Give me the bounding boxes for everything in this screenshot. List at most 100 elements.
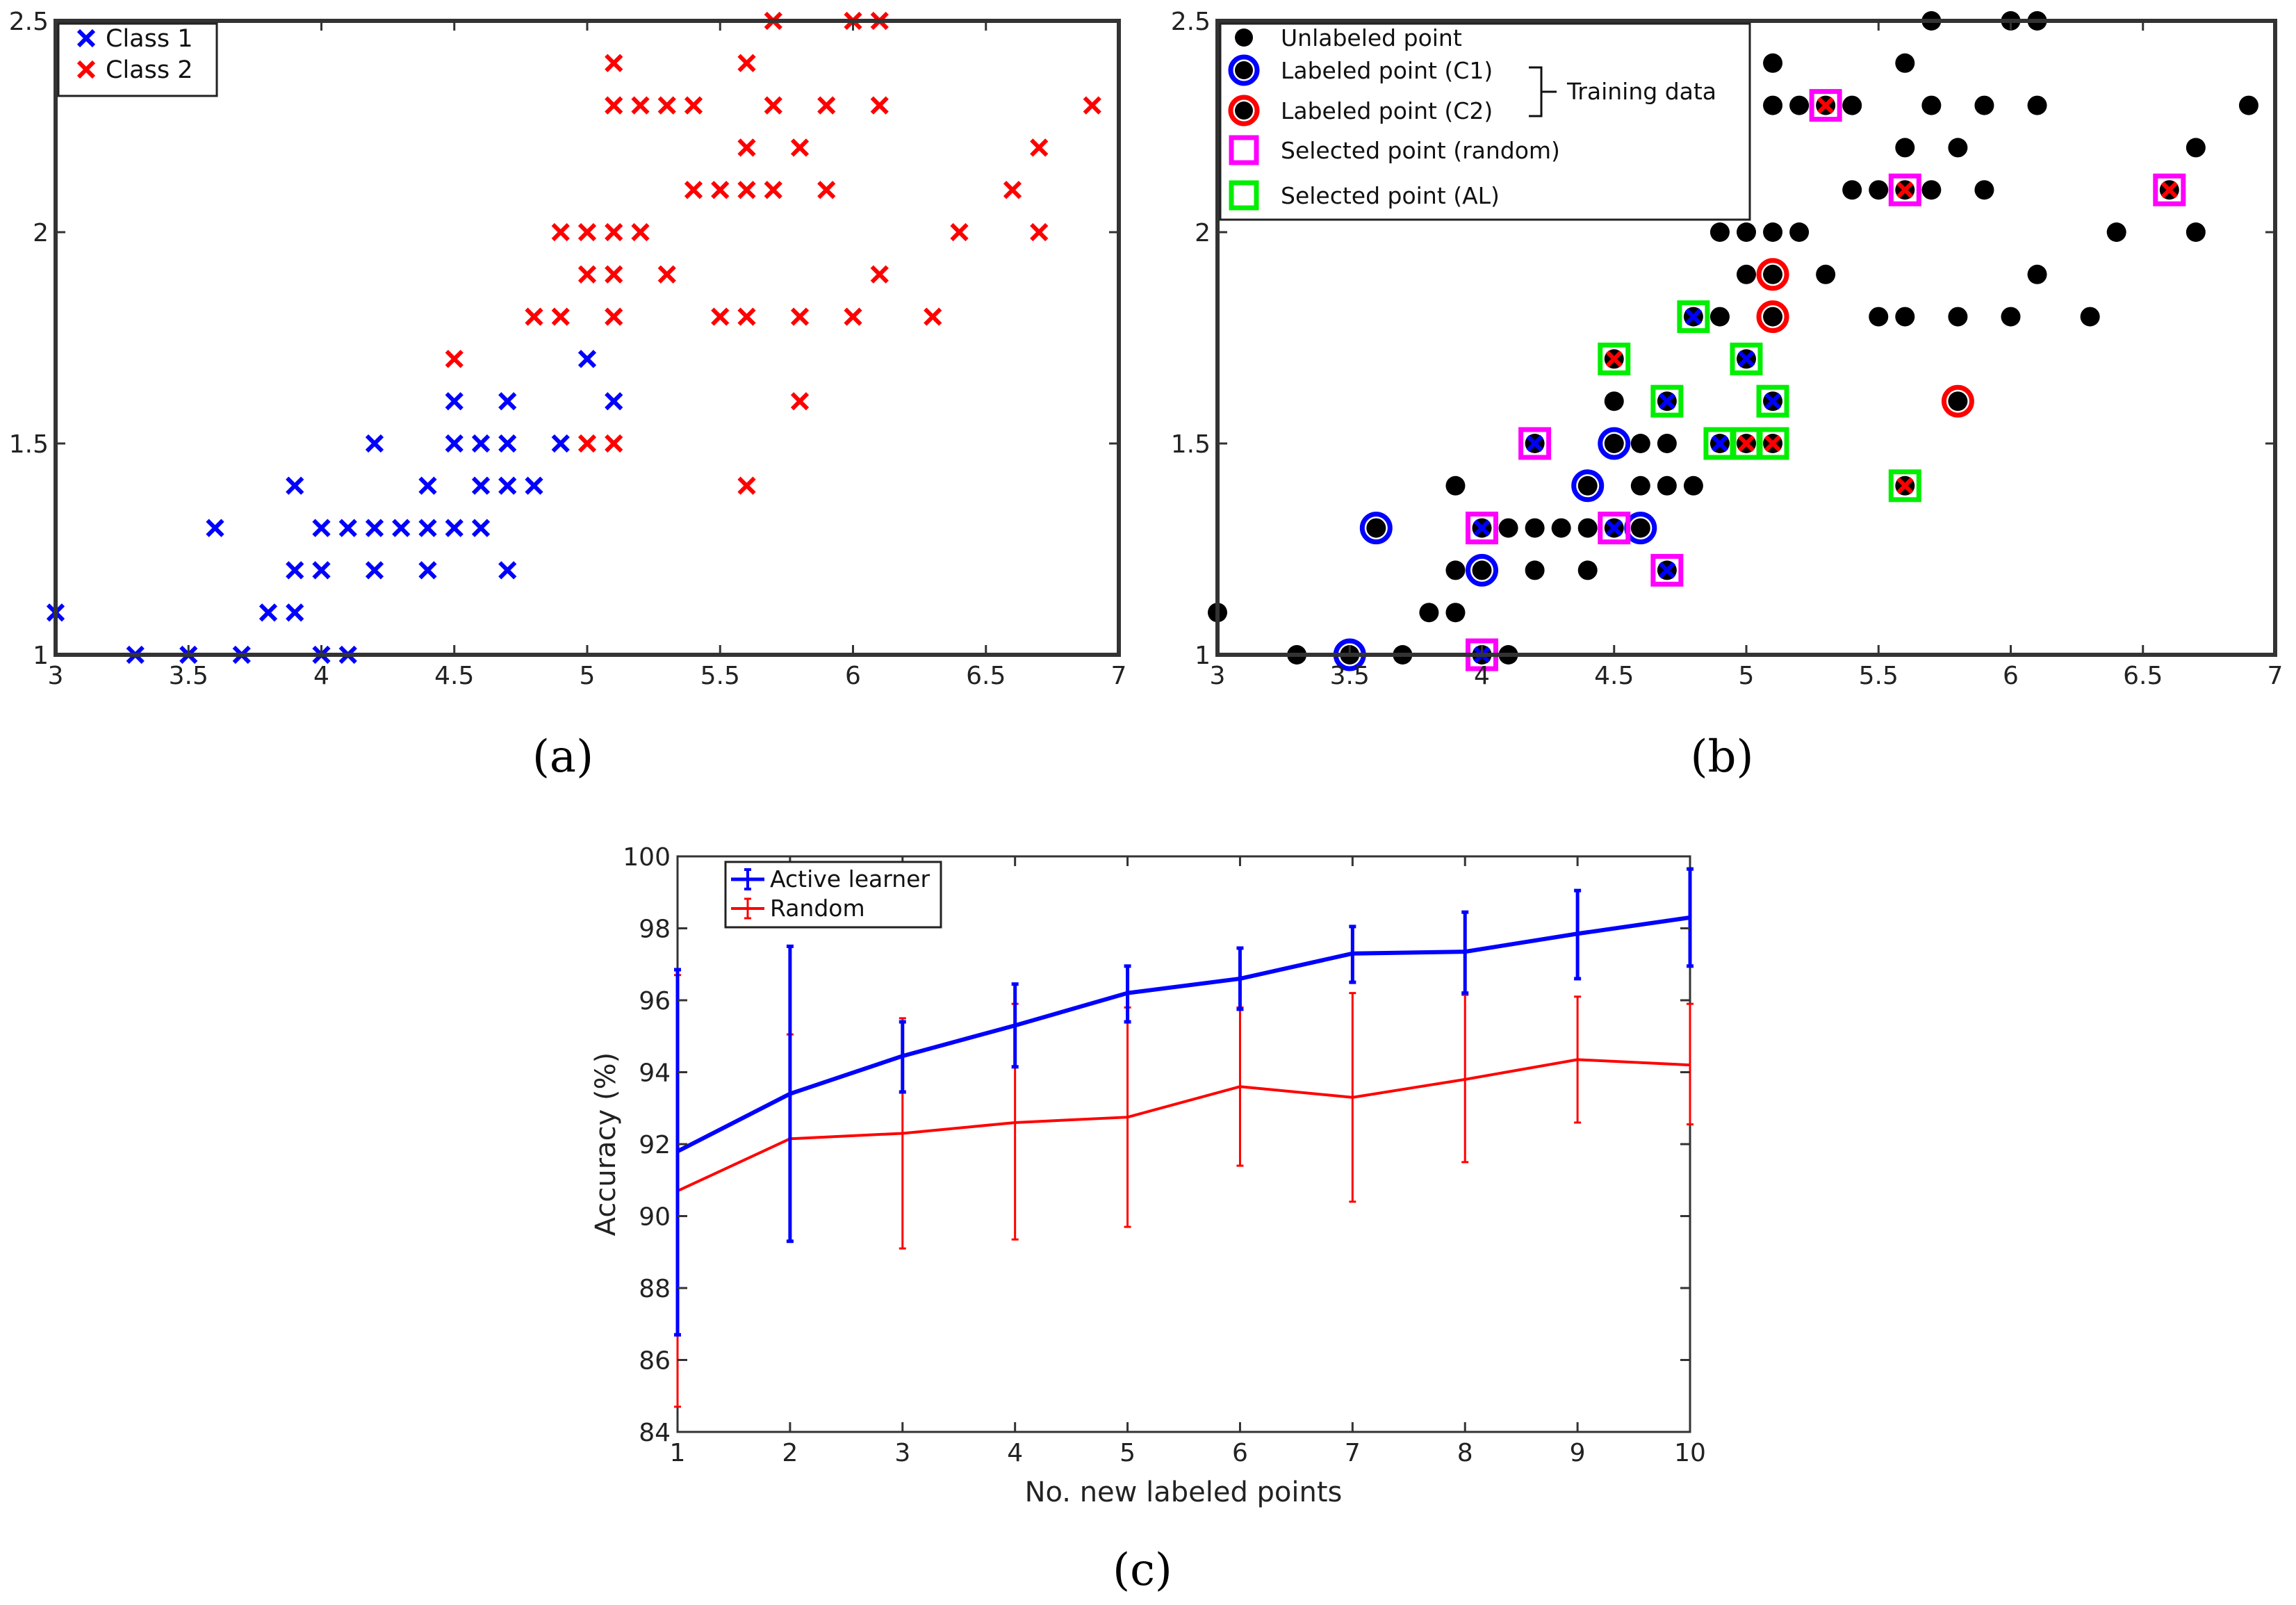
panel-c-x-tick-label: 9 bbox=[1570, 1439, 1586, 1467]
unlabeled-point bbox=[1472, 560, 1492, 580]
panel-b-y-tick-label: 2.5 bbox=[1171, 8, 1211, 36]
panel-a-y-tick-label: 2.5 bbox=[9, 8, 49, 36]
panel-a-x-tick-label: 6.5 bbox=[966, 662, 1006, 690]
panel-c-y-tick-label: 96 bbox=[639, 987, 671, 1016]
legend-marker-selected-random bbox=[1229, 135, 1259, 165]
class-2-point bbox=[790, 392, 810, 411]
legend-square-al bbox=[1229, 180, 1259, 211]
class-1-point bbox=[445, 434, 464, 453]
class-2-point bbox=[445, 350, 464, 368]
selected-point-random-cross bbox=[1526, 434, 1543, 453]
panel-c-y-tick-label: 94 bbox=[639, 1059, 671, 1088]
panel-a-x-tick-label: 7 bbox=[1111, 662, 1127, 690]
panel-c-legend-box bbox=[724, 861, 942, 929]
unlabeled-point bbox=[1816, 264, 1836, 284]
selected-point-al bbox=[1677, 300, 1710, 334]
unlabeled-point bbox=[1630, 475, 1650, 496]
unlabeled-point bbox=[1763, 222, 1783, 242]
legend-square-random bbox=[1229, 135, 1259, 165]
class-2-point bbox=[657, 265, 676, 284]
class-1-point bbox=[312, 561, 331, 580]
unlabeled-point bbox=[2027, 264, 2047, 284]
unlabeled-point bbox=[1657, 434, 1677, 453]
class-1-point bbox=[392, 519, 411, 537]
class-1-point bbox=[206, 519, 224, 537]
labeled-point-c1 bbox=[1359, 512, 1393, 545]
panel-c-y-tick-label: 86 bbox=[639, 1347, 671, 1376]
panel-a-legend: Class 1 Class 2 bbox=[57, 22, 218, 97]
class-1-point bbox=[286, 476, 304, 495]
class-2-point bbox=[551, 307, 570, 326]
legend-class-2: Class 2 bbox=[106, 56, 192, 84]
class-2-point bbox=[657, 96, 676, 115]
class-1-point bbox=[418, 519, 437, 537]
unlabeled-point bbox=[1709, 307, 1730, 327]
class-1-point bbox=[577, 350, 597, 368]
class-2-point bbox=[737, 307, 756, 326]
legend-class-1: Class 1 bbox=[106, 25, 192, 53]
unlabeled-point bbox=[2080, 307, 2100, 327]
selected-point-al-cross bbox=[1764, 393, 1782, 410]
panel-b-x-tick-label: 7 bbox=[2268, 662, 2283, 690]
legend-training-data: Training data bbox=[1566, 78, 1716, 105]
active-learner-series-line bbox=[676, 915, 1691, 1154]
panel-c-line: 1 2 3 4 5 6 7 8 9 10 84 86 88 90 92 94 96 98 100 No. new l… bbox=[590, 843, 1706, 1596]
selected-point-al-cross bbox=[1605, 350, 1623, 368]
panel-b-legend: Unlabeled point Labeled point (C1) Label… bbox=[1219, 22, 1751, 221]
class-1-point bbox=[365, 519, 384, 537]
class-2-point bbox=[605, 96, 623, 115]
unlabeled-point bbox=[1551, 518, 1571, 538]
panel-a-x-tick-label: 3.5 bbox=[169, 662, 208, 690]
class-1-point bbox=[312, 519, 331, 537]
unlabeled-point bbox=[1630, 434, 1650, 453]
legend-marker-selected-al bbox=[1229, 180, 1259, 211]
panel-a-frame bbox=[54, 19, 1121, 657]
panel-b-x-tick-label: 3.5 bbox=[1330, 662, 1370, 690]
selected-point-al-cross bbox=[1737, 350, 1755, 368]
panel-b-y-tick-label: 1 bbox=[1195, 642, 1211, 670]
panel-c-x-tick-label: 4 bbox=[1007, 1439, 1023, 1467]
selected-point-random-cross bbox=[1473, 519, 1491, 537]
legend-marker-labeled-c1 bbox=[1228, 54, 1260, 86]
class-2-point bbox=[605, 434, 623, 453]
unlabeled-point bbox=[1445, 603, 1466, 623]
selected-point-random bbox=[2153, 173, 2186, 206]
selected-point-al-cross bbox=[1658, 393, 1675, 410]
unlabeled-point bbox=[2001, 307, 2021, 327]
panel-a-label: (a) bbox=[532, 731, 593, 783]
class-2-point bbox=[790, 307, 810, 326]
class-1-point bbox=[525, 476, 543, 495]
panel-c-y-tick-label: 88 bbox=[639, 1275, 671, 1303]
labeled-point-c2 bbox=[1756, 300, 1789, 334]
panel-c-x-tick-label: 1 bbox=[670, 1439, 686, 1467]
class-2-point bbox=[817, 181, 836, 199]
panel-b-x-tick-label: 5 bbox=[1739, 662, 1755, 690]
unlabeled-point bbox=[1921, 95, 1942, 115]
unlabeled-point bbox=[1948, 138, 1968, 158]
class-2-point bbox=[605, 307, 623, 326]
unlabeled-point bbox=[1737, 264, 1756, 284]
class-1-point bbox=[418, 476, 437, 495]
legend-dot-c1 bbox=[1235, 61, 1253, 79]
class-1-point bbox=[286, 561, 304, 580]
unlabeled-point bbox=[2186, 222, 2206, 242]
panel-c-x-tick-label: 10 bbox=[1674, 1439, 1706, 1467]
unlabeled-point bbox=[1683, 475, 1703, 496]
unlabeled-point bbox=[1974, 95, 1994, 115]
legend-ring-c1 bbox=[1228, 54, 1260, 86]
class-2-point bbox=[577, 434, 597, 453]
panel-a-y-tick-label: 1.5 bbox=[9, 430, 49, 459]
unlabeled-point bbox=[1419, 603, 1439, 623]
panel-c-series bbox=[674, 867, 1694, 1408]
unlabeled-point bbox=[2106, 222, 2126, 242]
class-1-point bbox=[365, 434, 384, 453]
class-2-point bbox=[605, 265, 623, 284]
unlabeled-point bbox=[1974, 180, 1994, 200]
class-2-point bbox=[525, 307, 543, 326]
class-2-point bbox=[1030, 222, 1049, 242]
unlabeled-point bbox=[1577, 518, 1598, 538]
unlabeled-point bbox=[1737, 222, 1756, 242]
panel-a-x-tick-label: 5 bbox=[580, 662, 596, 690]
unlabeled-point bbox=[1709, 222, 1730, 242]
